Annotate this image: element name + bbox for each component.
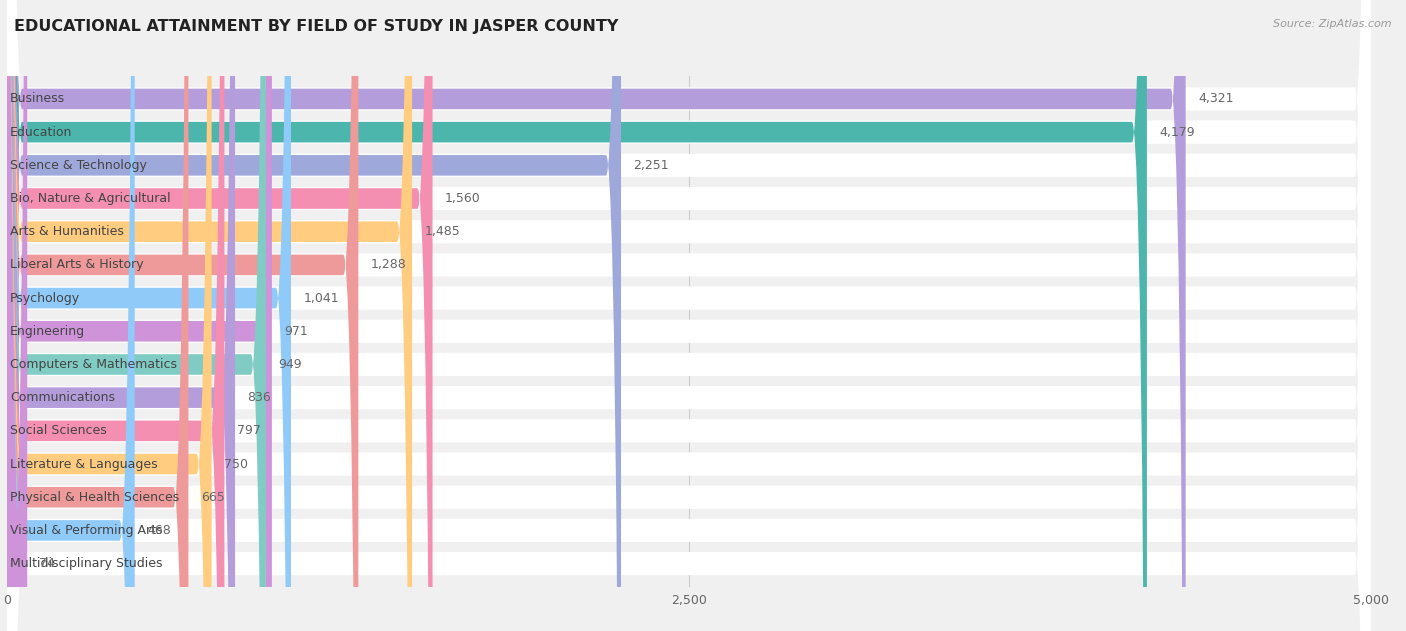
- Text: 468: 468: [148, 524, 170, 537]
- Text: Multidisciplinary Studies: Multidisciplinary Studies: [10, 557, 162, 570]
- Text: 1,041: 1,041: [304, 292, 339, 305]
- Text: 2,251: 2,251: [633, 159, 669, 172]
- Text: Literature & Languages: Literature & Languages: [10, 457, 157, 471]
- FancyBboxPatch shape: [7, 0, 1371, 631]
- Text: 797: 797: [236, 424, 260, 437]
- Text: 1,485: 1,485: [425, 225, 460, 239]
- FancyBboxPatch shape: [7, 0, 1371, 631]
- Text: Social Sciences: Social Sciences: [10, 424, 107, 437]
- FancyBboxPatch shape: [7, 0, 212, 631]
- FancyBboxPatch shape: [7, 0, 271, 631]
- FancyBboxPatch shape: [7, 0, 235, 631]
- FancyBboxPatch shape: [7, 0, 291, 631]
- Text: 750: 750: [224, 457, 247, 471]
- Text: 836: 836: [247, 391, 271, 404]
- Text: Bio, Nature & Agricultural: Bio, Nature & Agricultural: [10, 192, 170, 205]
- Text: 1,560: 1,560: [444, 192, 481, 205]
- Text: 1,288: 1,288: [371, 259, 406, 271]
- FancyBboxPatch shape: [7, 0, 1371, 631]
- FancyBboxPatch shape: [7, 0, 1371, 631]
- FancyBboxPatch shape: [7, 0, 1371, 631]
- FancyBboxPatch shape: [7, 0, 1371, 631]
- FancyBboxPatch shape: [7, 0, 1147, 631]
- FancyBboxPatch shape: [7, 0, 1371, 631]
- FancyBboxPatch shape: [7, 0, 135, 631]
- Text: Computers & Mathematics: Computers & Mathematics: [10, 358, 177, 371]
- Text: Education: Education: [10, 126, 72, 139]
- FancyBboxPatch shape: [7, 0, 433, 631]
- FancyBboxPatch shape: [7, 0, 412, 631]
- Text: 74: 74: [39, 557, 55, 570]
- FancyBboxPatch shape: [7, 0, 1185, 631]
- FancyBboxPatch shape: [7, 0, 188, 631]
- FancyBboxPatch shape: [7, 0, 359, 631]
- FancyBboxPatch shape: [7, 0, 27, 631]
- Text: 4,321: 4,321: [1198, 93, 1233, 105]
- FancyBboxPatch shape: [7, 0, 266, 631]
- Text: 971: 971: [284, 325, 308, 338]
- Text: Visual & Performing Arts: Visual & Performing Arts: [10, 524, 162, 537]
- FancyBboxPatch shape: [7, 0, 1371, 631]
- Text: Business: Business: [10, 93, 65, 105]
- Text: Physical & Health Sciences: Physical & Health Sciences: [10, 491, 179, 504]
- FancyBboxPatch shape: [7, 0, 1371, 631]
- Text: Science & Technology: Science & Technology: [10, 159, 146, 172]
- Text: Engineering: Engineering: [10, 325, 84, 338]
- FancyBboxPatch shape: [7, 0, 1371, 631]
- FancyBboxPatch shape: [7, 0, 1371, 631]
- Text: Arts & Humanities: Arts & Humanities: [10, 225, 124, 239]
- Text: EDUCATIONAL ATTAINMENT BY FIELD OF STUDY IN JASPER COUNTY: EDUCATIONAL ATTAINMENT BY FIELD OF STUDY…: [14, 19, 619, 34]
- Text: 4,179: 4,179: [1159, 126, 1195, 139]
- Text: 949: 949: [278, 358, 302, 371]
- Text: 665: 665: [201, 491, 225, 504]
- Text: Source: ZipAtlas.com: Source: ZipAtlas.com: [1274, 19, 1392, 29]
- FancyBboxPatch shape: [7, 0, 1371, 631]
- Text: Psychology: Psychology: [10, 292, 80, 305]
- FancyBboxPatch shape: [7, 0, 1371, 631]
- FancyBboxPatch shape: [7, 0, 225, 631]
- FancyBboxPatch shape: [7, 0, 621, 631]
- Text: Communications: Communications: [10, 391, 115, 404]
- FancyBboxPatch shape: [7, 0, 1371, 631]
- Text: Liberal Arts & History: Liberal Arts & History: [10, 259, 143, 271]
- FancyBboxPatch shape: [7, 0, 1371, 631]
